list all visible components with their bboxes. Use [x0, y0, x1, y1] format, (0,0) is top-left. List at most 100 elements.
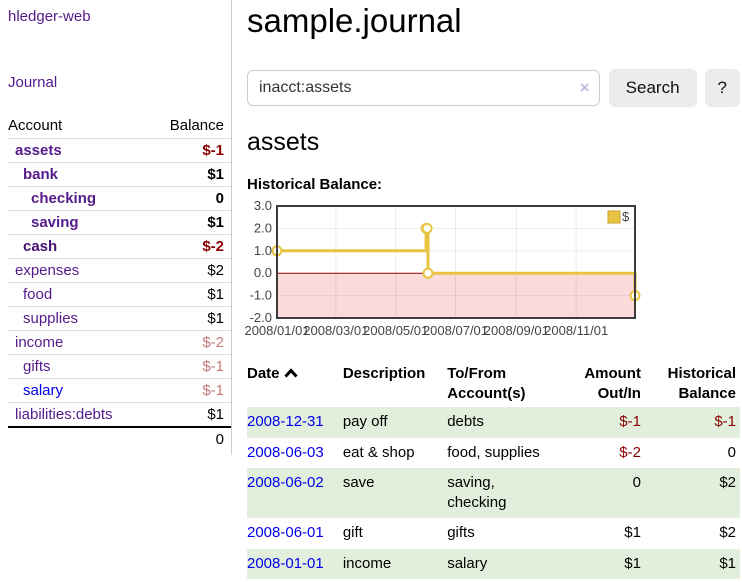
account-balance: $-2	[148, 234, 231, 259]
account-link-cash[interactable]: cash	[23, 238, 58, 255]
accounts-header-balance: Balance	[148, 114, 231, 139]
account-row: salary $-1	[8, 378, 231, 403]
accounts-total-row: 0	[8, 426, 231, 451]
account-balance: $-1	[148, 354, 231, 379]
transaction-description: gift	[342, 524, 363, 542]
account-row: cash $-2	[8, 234, 231, 259]
account-row: checking 0	[8, 186, 231, 211]
register-table: Date Description To/From Account(s) Amou…	[247, 362, 740, 579]
x-tick-label: 2008/07/01	[423, 323, 488, 338]
legend-swatch	[607, 210, 621, 224]
y-tick-label: 3.0	[254, 198, 272, 213]
data-point-marker	[421, 222, 433, 234]
x-tick-label: 2008/05/01	[363, 323, 428, 338]
account-balance: $-1	[148, 378, 231, 403]
register-row: 2008-06-03 eat & shop food, supplies $-2 0	[247, 438, 740, 468]
y-tick-label: 0.0	[254, 265, 272, 280]
transaction-balance: $2	[719, 473, 736, 491]
y-tick-label: 1.0	[254, 243, 272, 258]
account-link-checking[interactable]: checking	[31, 190, 97, 207]
account-balance: 0	[148, 186, 231, 211]
sort-up-icon	[283, 365, 298, 385]
account-link-assets[interactable]: assets	[15, 142, 62, 159]
register-header-description: Description	[342, 364, 426, 382]
account-link-bank[interactable]: bank	[23, 166, 59, 183]
transaction-date-link[interactable]: 2008-06-03	[247, 443, 324, 461]
account-link-supplies[interactable]: supplies	[23, 310, 79, 327]
account-link-food[interactable]: food	[23, 286, 53, 303]
account-balance: $-2	[148, 330, 231, 355]
register-header-date[interactable]: Date	[247, 362, 343, 408]
y-tick-label: 2.0	[254, 220, 272, 235]
register-header-accounts: To/From Account(s)	[447, 364, 526, 403]
account-heading: assets	[247, 127, 320, 156]
register-row: 2008-01-01 income salary $1 $1	[247, 548, 740, 579]
main-content: sample.journal × Search ? assets Histori…	[232, 0, 742, 579]
search-input-wrap: ×	[247, 69, 600, 106]
register-header-date-label: Date	[247, 364, 280, 382]
account-link-expenses[interactable]: expenses	[15, 262, 80, 279]
account-row: food $1	[8, 282, 231, 307]
negative-region	[277, 273, 635, 318]
sidebar-item-journal[interactable]: Journal	[8, 74, 58, 91]
accounts-table: Account Balance assets $-1 bank $1 checking 0…	[8, 114, 231, 451]
account-balance: $1	[148, 402, 231, 428]
transaction-balance: $1	[719, 554, 736, 572]
account-row: supplies $1	[8, 306, 231, 331]
account-balance: $2	[148, 258, 231, 283]
page-title: sample.journal	[247, 2, 462, 39]
help-button[interactable]: ?	[704, 68, 740, 107]
transaction-amount: $1	[624, 554, 641, 572]
register-header-row: Date Description To/From Account(s) Amou…	[247, 362, 740, 408]
sidebar: hledger-web Journal Account Balance asse…	[0, 0, 232, 455]
transaction-balance: 0	[727, 443, 736, 461]
register-row: 2008-06-02 save saving, checking 0 $2	[247, 467, 740, 519]
transaction-amount: $1	[624, 524, 641, 542]
transaction-description: eat & shop	[342, 443, 415, 461]
accounts-total-value: 0	[8, 426, 231, 451]
transaction-amount: 0	[632, 473, 641, 491]
account-link-salary[interactable]: salary	[23, 382, 64, 399]
x-tick-label: 2008/09/01	[484, 323, 549, 338]
account-balance: $1	[148, 210, 231, 235]
transaction-amount: $-2	[619, 443, 641, 461]
account-row: bank $1	[8, 162, 231, 187]
transaction-date-link[interactable]: 2008-12-31	[247, 413, 324, 431]
y-tick-label: -2.0	[250, 310, 272, 325]
accounts-header-account: Account	[8, 114, 149, 139]
account-balance: $1	[148, 162, 231, 187]
x-tick-label: 2008/11/01	[544, 323, 608, 338]
transaction-date-link[interactable]: 2008-06-02	[247, 473, 324, 491]
transaction-amount: $-1	[619, 413, 641, 431]
account-link-saving[interactable]: saving	[31, 214, 79, 231]
chart-title: Historical Balance:	[247, 175, 383, 193]
transaction-accounts: debts	[447, 413, 484, 431]
account-row: assets $-1	[8, 138, 231, 163]
app-title-link[interactable]: hledger-web	[8, 8, 91, 25]
x-tick-label: 2008/03/01	[303, 323, 368, 338]
transaction-accounts: food, supplies	[447, 443, 540, 461]
account-row: saving $1	[8, 210, 231, 235]
search-button[interactable]: Search	[608, 68, 697, 107]
search-input[interactable]	[247, 69, 600, 106]
clear-icon[interactable]: ×	[579, 77, 590, 97]
transaction-description: income	[342, 554, 392, 572]
account-link-income[interactable]: income	[15, 334, 64, 351]
transaction-accounts: gifts	[447, 524, 475, 542]
transaction-description: save	[342, 473, 375, 491]
register-row: 2008-12-31 pay off debts $-1 $-1	[247, 407, 740, 438]
plot-border	[276, 204, 636, 319]
transaction-balance: $2	[719, 524, 736, 542]
transaction-description: pay off	[342, 413, 388, 431]
transaction-accounts: saving, checking	[447, 473, 507, 512]
account-row: expenses $2	[8, 258, 231, 283]
transaction-date-link[interactable]: 2008-01-01	[247, 554, 324, 572]
legend-label: $	[622, 209, 630, 224]
account-link-liabilities-debts[interactable]: liabilities:debts	[15, 406, 113, 423]
account-row: income $-2	[8, 330, 231, 355]
transaction-date-link[interactable]: 2008-06-01	[247, 524, 324, 542]
transaction-balance: $-1	[714, 413, 736, 431]
account-link-gifts[interactable]: gifts	[23, 358, 51, 375]
account-row: gifts $-1	[8, 354, 231, 379]
